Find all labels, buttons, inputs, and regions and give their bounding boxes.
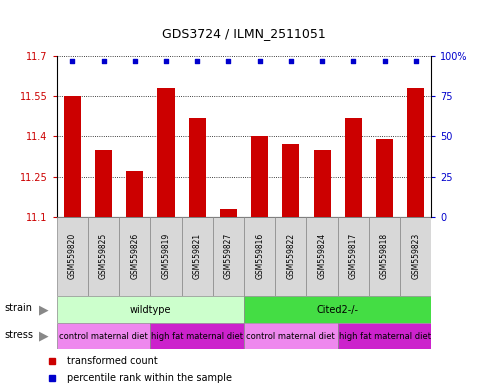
Bar (119, 217, 150, 296)
Bar (189, 118, 206, 217)
Text: control maternal diet: control maternal diet (246, 332, 335, 341)
Bar (282, 144, 299, 217)
Bar (150, 217, 181, 296)
Bar (400, 217, 431, 296)
Text: wildtype: wildtype (130, 305, 171, 314)
Bar (88, 217, 119, 296)
Bar (244, 217, 275, 296)
Bar (407, 88, 424, 217)
Point (224, 58, 232, 64)
Bar (57, 217, 88, 296)
Point (100, 58, 107, 64)
Text: Cited2-/-: Cited2-/- (317, 305, 359, 314)
Bar (338, 323, 431, 349)
Text: high fat maternal diet: high fat maternal diet (151, 332, 243, 341)
Bar (57, 296, 244, 323)
Bar (150, 323, 244, 349)
Point (287, 58, 295, 64)
Text: ▶: ▶ (39, 330, 49, 343)
Text: GSM559827: GSM559827 (224, 233, 233, 280)
Point (381, 58, 388, 64)
Bar (314, 150, 331, 217)
Text: GSM559816: GSM559816 (255, 233, 264, 280)
Bar (157, 88, 175, 217)
Text: percentile rank within the sample: percentile rank within the sample (67, 373, 232, 383)
Bar (369, 217, 400, 296)
Text: GSM559826: GSM559826 (130, 233, 139, 280)
Text: GSM559820: GSM559820 (68, 233, 77, 280)
Bar (251, 136, 268, 217)
Bar (307, 217, 338, 296)
Text: GDS3724 / ILMN_2511051: GDS3724 / ILMN_2511051 (162, 27, 326, 40)
Text: transformed count: transformed count (67, 356, 158, 366)
Text: GSM559819: GSM559819 (162, 233, 171, 280)
Bar (244, 296, 431, 323)
Text: GSM559825: GSM559825 (99, 233, 108, 280)
Point (193, 58, 201, 64)
Point (412, 58, 420, 64)
Text: GSM559824: GSM559824 (317, 233, 326, 280)
Bar (64, 96, 81, 217)
Bar (57, 323, 150, 349)
Text: high fat maternal diet: high fat maternal diet (339, 332, 430, 341)
Bar (275, 217, 307, 296)
Bar (181, 217, 213, 296)
Bar (244, 323, 338, 349)
Text: GSM559822: GSM559822 (286, 233, 295, 280)
Bar (220, 209, 237, 217)
Text: GSM559817: GSM559817 (349, 233, 358, 280)
Bar (338, 217, 369, 296)
Point (350, 58, 357, 64)
Bar (213, 217, 244, 296)
Bar (345, 118, 362, 217)
Point (256, 58, 264, 64)
Bar (126, 171, 143, 217)
Text: GSM559823: GSM559823 (411, 233, 420, 280)
Text: control maternal diet: control maternal diet (59, 332, 148, 341)
Text: stress: stress (4, 330, 34, 340)
Text: GSM559821: GSM559821 (193, 233, 202, 280)
Text: strain: strain (4, 303, 33, 313)
Bar (95, 150, 112, 217)
Text: ▶: ▶ (39, 303, 49, 316)
Text: GSM559818: GSM559818 (380, 233, 389, 280)
Point (131, 58, 139, 64)
Point (318, 58, 326, 64)
Point (69, 58, 76, 64)
Bar (376, 139, 393, 217)
Point (162, 58, 170, 64)
